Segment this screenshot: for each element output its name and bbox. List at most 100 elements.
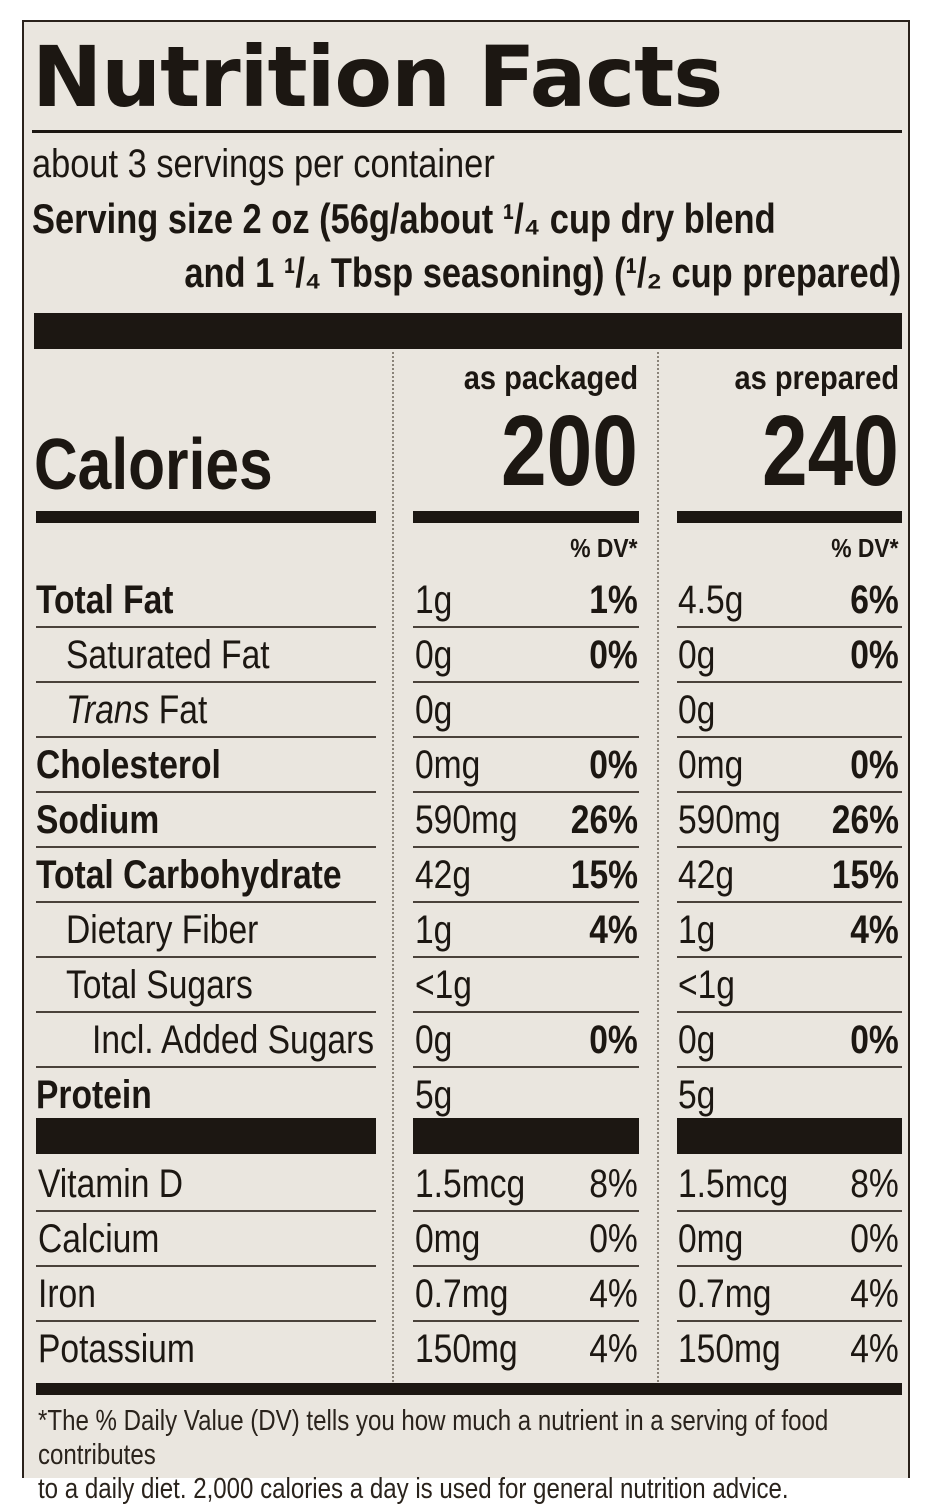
vitamin-name: Potassium xyxy=(38,1327,195,1371)
nutrient-row-rule-right xyxy=(677,736,902,738)
prepared-amount: <1g xyxy=(678,963,736,1007)
nutrient-row-rule-mid xyxy=(413,791,639,793)
prepared-amount: 150mg xyxy=(678,1327,781,1371)
packaged-amount: 150mg xyxy=(415,1327,518,1371)
packaged-dv: 0% xyxy=(589,743,638,787)
nutrient-row-rule-mid xyxy=(413,901,639,903)
packaged-dv: 26% xyxy=(570,798,638,842)
nutrient-row-rule-right xyxy=(677,791,902,793)
nutrient-row-rule-left xyxy=(36,901,376,903)
nutrient-row-rule-mid xyxy=(413,681,639,683)
thick-rule-top xyxy=(34,313,902,349)
nutrient-name-rest: Fat xyxy=(149,688,208,732)
vitamin-row-rule-right xyxy=(677,1265,902,1267)
packaged-dv: 8% xyxy=(589,1162,638,1206)
nutrient-name: Incl. Added Sugars xyxy=(92,1018,375,1062)
prepared-amount: 1.5mcg xyxy=(678,1162,789,1206)
vitamin-name: Iron xyxy=(38,1272,96,1316)
nutrient-name: Trans Fat xyxy=(66,684,207,736)
prepared-amount: 0mg xyxy=(678,1217,744,1261)
prepared-amount: 0mg xyxy=(678,743,744,787)
packaged-amount: 5g xyxy=(415,1073,453,1117)
nutrient-name: Total Fat xyxy=(36,578,174,622)
vitamin-row-rule-left xyxy=(36,1320,376,1322)
prepared-dv: 4% xyxy=(850,1272,899,1316)
nutrient-name: Cholesterol xyxy=(36,743,221,787)
vitamin-name: Vitamin D xyxy=(38,1162,184,1206)
nutrient-name: Total Carbohydrate xyxy=(36,853,342,897)
nutrient-row-rule-left xyxy=(36,681,376,683)
packaged-dv: 0% xyxy=(589,633,638,677)
nutrient-row-rule-left xyxy=(36,1066,376,1068)
vitamin-bar-right xyxy=(677,1118,902,1154)
vitamin-bar-mid xyxy=(413,1118,639,1154)
nutrient-row-rule-right xyxy=(677,1066,902,1068)
packaged-amount: 0g xyxy=(415,1018,453,1062)
bottom-rule xyxy=(36,1383,902,1395)
nutrient-row-rule-mid xyxy=(413,626,639,628)
packaged-dv: 4% xyxy=(589,1272,638,1316)
packaged-dv: 0% xyxy=(589,1217,638,1261)
nutrient-row-rule-right xyxy=(677,681,902,683)
footnote: *The % Daily Value (DV) tells you how mu… xyxy=(38,1404,901,1506)
nutrient-row-rule-mid xyxy=(413,1066,639,1068)
prepared-amount: 590mg xyxy=(678,798,781,842)
vitamin-row-rule-mid xyxy=(413,1320,639,1322)
serving-size-line-1: Serving size 2 oz (56g/about ¹/₄ cup dry… xyxy=(32,195,776,242)
nutrient-name: Saturated Fat xyxy=(66,633,270,677)
prepared-dv: 4% xyxy=(850,908,899,952)
nutrient-row-rule-left xyxy=(36,791,376,793)
nutrient-row-rule-mid xyxy=(413,956,639,958)
calories-rule-mid xyxy=(413,511,639,523)
prepared-amount: 5g xyxy=(678,1073,716,1117)
vitamin-bar-left xyxy=(36,1118,376,1154)
dv-header-prepared: % DV* xyxy=(831,533,899,563)
column-divider-right xyxy=(657,352,659,1382)
prepared-dv: 0% xyxy=(850,633,899,677)
prepared-dv: 8% xyxy=(850,1162,899,1206)
calories-rule-left xyxy=(36,511,376,523)
nutrient-row-rule-mid xyxy=(413,846,639,848)
vitamin-row-rule-mid xyxy=(413,1265,639,1267)
nutrient-row-rule-left xyxy=(36,1011,376,1013)
prepared-amount: 0g xyxy=(678,688,716,732)
vitamin-row-rule-left xyxy=(36,1265,376,1267)
packaged-dv: 4% xyxy=(589,1327,638,1371)
nutrient-name: Sodium xyxy=(36,798,160,842)
calories-prepared: 240 xyxy=(762,395,899,507)
vitamin-row-rule-mid xyxy=(413,1210,639,1212)
packaged-amount: 0mg xyxy=(415,1217,481,1261)
nutrient-row-rule-right xyxy=(677,1011,902,1013)
prepared-amount: 42g xyxy=(678,853,735,897)
nutrient-name: Protein xyxy=(36,1073,152,1117)
nutrient-row-rule-left xyxy=(36,846,376,848)
nutrient-row-rule-left xyxy=(36,956,376,958)
vitamin-name: Calcium xyxy=(38,1217,160,1261)
prepared-dv: 0% xyxy=(850,1018,899,1062)
prepared-amount: 0.7mg xyxy=(678,1272,772,1316)
prepared-dv: 0% xyxy=(850,1217,899,1261)
nutrient-row-rule-right xyxy=(677,956,902,958)
prepared-amount: 0g xyxy=(678,633,716,677)
nutrition-label-panel xyxy=(22,20,910,1478)
packaged-amount: 1g xyxy=(415,578,453,622)
vitamin-row-rule-right xyxy=(677,1320,902,1322)
footnote-line-1: *The % Daily Value (DV) tells you how mu… xyxy=(38,1405,829,1471)
vitamin-row-rule-left xyxy=(36,1210,376,1212)
dv-header-packaged: % DV* xyxy=(570,533,638,563)
column-divider-left xyxy=(392,352,394,1382)
calories-label: Calories xyxy=(34,425,273,505)
nutrient-row-rule-left xyxy=(36,626,376,628)
packaged-amount: 0g xyxy=(415,688,453,732)
packaged-amount: 0.7mg xyxy=(415,1272,509,1316)
packaged-dv: 1% xyxy=(589,578,638,622)
nutrient-name: Total Sugars xyxy=(66,963,253,1007)
packaged-dv: 0% xyxy=(589,1018,638,1062)
nutrient-row-rule-mid xyxy=(413,736,639,738)
packaged-amount: 590mg xyxy=(415,798,518,842)
packaged-amount: <1g xyxy=(415,963,473,1007)
label-title: Nutrition Facts xyxy=(32,28,723,126)
nutrient-row-rule-right xyxy=(677,846,902,848)
packaged-amount: 0mg xyxy=(415,743,481,787)
title-rule xyxy=(32,130,902,133)
